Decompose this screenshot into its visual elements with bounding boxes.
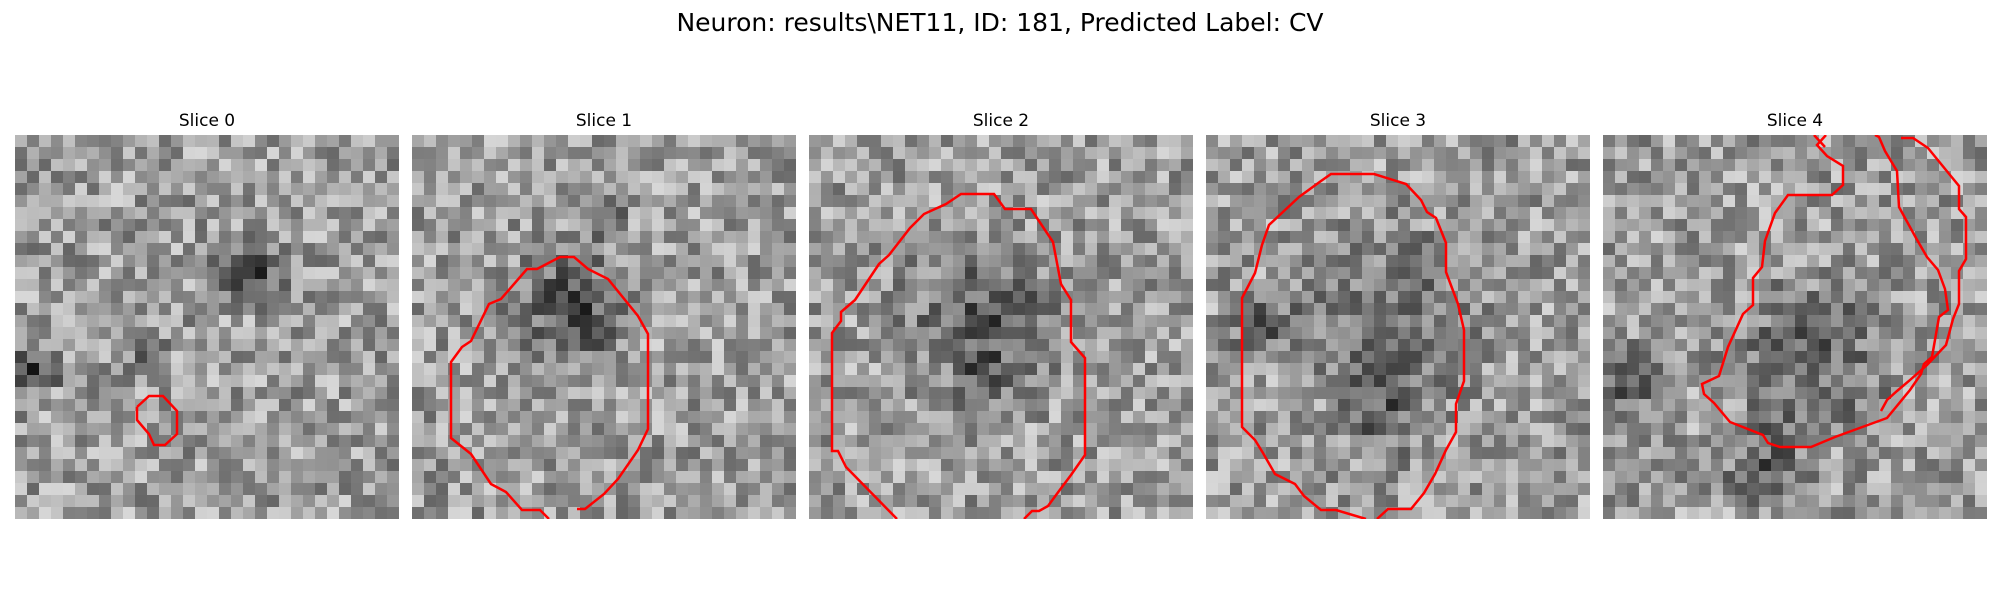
noise-texture <box>15 135 399 519</box>
slice-panel-0: Slice 0 <box>15 110 399 519</box>
contour-line <box>135 394 179 447</box>
slice-title: Slice 4 <box>1766 111 1824 131</box>
noise-texture <box>412 135 796 519</box>
slice-panel-3: Slice 3 <box>1206 110 1590 519</box>
contour-line <box>1240 172 1466 519</box>
noise-texture <box>1206 135 1590 519</box>
figure-title: Neuron: results\NET11, ID: 181, Predicte… <box>676 8 1324 37</box>
noise-texture <box>1603 135 1987 519</box>
contour-line <box>1879 136 1968 412</box>
slice-image <box>1206 135 1590 519</box>
slice-panel-2: Slice 2 <box>809 110 1193 519</box>
contour-line <box>830 192 1087 519</box>
slice-image <box>412 135 796 519</box>
slice-title: Slice 0 <box>178 111 236 131</box>
slice-panel-4: Slice 4 <box>1603 110 1987 519</box>
slice-panel-1: Slice 1 <box>412 110 796 519</box>
slice-title: Slice 3 <box>1369 111 1427 131</box>
slice-title: Slice 1 <box>575 111 633 131</box>
slice-image <box>1603 135 1987 519</box>
contour-line <box>449 255 650 519</box>
contour-segment <box>1813 135 1826 148</box>
slice-image <box>15 135 399 519</box>
slice-image <box>809 135 1193 519</box>
contour-line <box>1700 135 1950 449</box>
noise-texture <box>809 135 1193 519</box>
slice-title: Slice 2 <box>972 111 1030 131</box>
